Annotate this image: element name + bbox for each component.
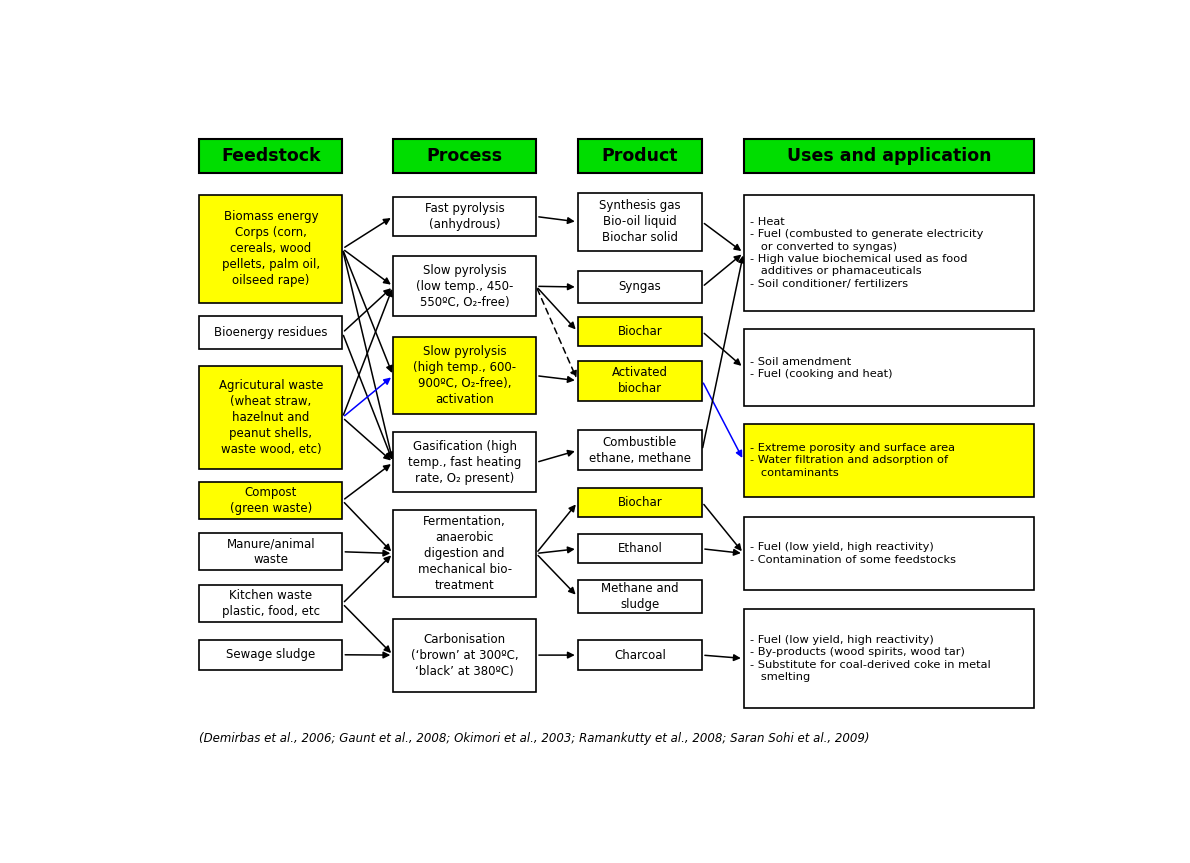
Text: Bioenergy residues: Bioenergy residues [214, 326, 327, 339]
Text: Feedstock: Feedstock [221, 147, 320, 165]
Text: Charcoal: Charcoal [614, 649, 665, 662]
FancyBboxPatch shape [744, 330, 1034, 406]
Text: Activated
biochar: Activated biochar [612, 366, 668, 395]
Text: - Extreme porosity and surface area
- Water filtration and adsorption of
   cont: - Extreme porosity and surface area - Wa… [750, 443, 956, 478]
FancyBboxPatch shape [577, 431, 702, 470]
Text: - Fuel (low yield, high reactivity)
- By-products (wood spirits, wood tar)
- Sub: - Fuel (low yield, high reactivity) - By… [750, 635, 991, 682]
Text: Fast pyrolysis
(anhydrous): Fast pyrolysis (anhydrous) [425, 202, 505, 231]
Text: - Soil amendment
- Fuel (cooking and heat): - Soil amendment - Fuel (cooking and hea… [750, 356, 892, 379]
FancyBboxPatch shape [393, 619, 537, 691]
FancyBboxPatch shape [393, 510, 537, 596]
FancyBboxPatch shape [577, 534, 702, 564]
FancyBboxPatch shape [744, 139, 1034, 173]
Text: Slow pyrolysis
(low temp., 450-
550ºC, O₂-free): Slow pyrolysis (low temp., 450- 550ºC, O… [416, 264, 513, 309]
FancyBboxPatch shape [577, 139, 702, 173]
Text: Gasification (high
temp., fast heating
rate, O₂ present): Gasification (high temp., fast heating r… [408, 440, 521, 485]
Text: Biochar: Biochar [618, 495, 662, 509]
Text: Fermentation,
anaerobic
digestion and
mechanical bio-
treatment: Fermentation, anaerobic digestion and me… [418, 515, 512, 592]
FancyBboxPatch shape [577, 271, 702, 303]
Text: Methane and
sludge: Methane and sludge [601, 583, 678, 611]
FancyBboxPatch shape [577, 192, 702, 251]
FancyBboxPatch shape [393, 337, 537, 414]
Text: Combustible
ethane, methane: Combustible ethane, methane [589, 436, 691, 465]
Text: Product: Product [602, 147, 678, 165]
FancyBboxPatch shape [200, 194, 343, 303]
Text: Agricutural waste
(wheat straw,
hazelnut and
peanut shells,
waste wood, etc): Agricutural waste (wheat straw, hazelnut… [219, 379, 324, 456]
Text: Biomass energy
Corps (corn,
cereals, wood
pellets, palm oil,
oilseed rape): Biomass energy Corps (corn, cereals, woo… [221, 211, 320, 287]
Text: Uses and application: Uses and application [787, 147, 991, 165]
FancyBboxPatch shape [393, 139, 537, 173]
FancyBboxPatch shape [200, 316, 343, 350]
Text: Ethanol: Ethanol [618, 542, 663, 555]
Text: Carbonisation
(‘brown’ at 300ºC,
‘black’ at 380ºC): Carbonisation (‘brown’ at 300ºC, ‘black’… [411, 633, 519, 677]
FancyBboxPatch shape [744, 424, 1034, 497]
FancyBboxPatch shape [744, 194, 1034, 311]
FancyBboxPatch shape [200, 639, 343, 670]
Text: Syngas: Syngas [619, 280, 662, 293]
FancyBboxPatch shape [200, 139, 343, 173]
FancyBboxPatch shape [577, 361, 702, 400]
Text: Kitchen waste
plastic, food, etc: Kitchen waste plastic, food, etc [223, 589, 320, 618]
Text: Process: Process [426, 147, 502, 165]
FancyBboxPatch shape [577, 640, 702, 670]
FancyBboxPatch shape [200, 366, 343, 469]
FancyBboxPatch shape [200, 482, 343, 519]
FancyBboxPatch shape [744, 608, 1034, 709]
FancyBboxPatch shape [577, 317, 702, 346]
Text: Manure/animal
waste: Manure/animal waste [226, 538, 315, 566]
FancyBboxPatch shape [744, 517, 1034, 590]
FancyBboxPatch shape [393, 256, 537, 316]
FancyBboxPatch shape [393, 432, 537, 492]
FancyBboxPatch shape [393, 197, 537, 236]
Text: Compost
(green waste): Compost (green waste) [230, 486, 312, 515]
Text: Slow pyrolysis
(high temp., 600-
900ºC, O₂-free),
activation: Slow pyrolysis (high temp., 600- 900ºC, … [413, 345, 516, 406]
Text: - Heat
- Fuel (combusted to generate electricity
   or converted to syngas)
- Hi: - Heat - Fuel (combusted to generate ele… [750, 217, 983, 289]
FancyBboxPatch shape [200, 585, 343, 622]
Text: Synthesis gas
Bio-oil liquid
Biochar solid: Synthesis gas Bio-oil liquid Biochar sol… [599, 199, 681, 244]
FancyBboxPatch shape [577, 488, 702, 517]
FancyBboxPatch shape [577, 580, 702, 614]
Text: Sewage sludge: Sewage sludge [226, 648, 315, 661]
FancyBboxPatch shape [200, 533, 343, 570]
Text: (Demirbas et al., 2006; Gaunt et al., 2008; Okimori et al., 2003; Ramankutty et : (Demirbas et al., 2006; Gaunt et al., 20… [200, 732, 870, 745]
Text: Biochar: Biochar [618, 325, 662, 338]
Text: - Fuel (low yield, high reactivity)
- Contamination of some feedstocks: - Fuel (low yield, high reactivity) - Co… [750, 542, 956, 564]
